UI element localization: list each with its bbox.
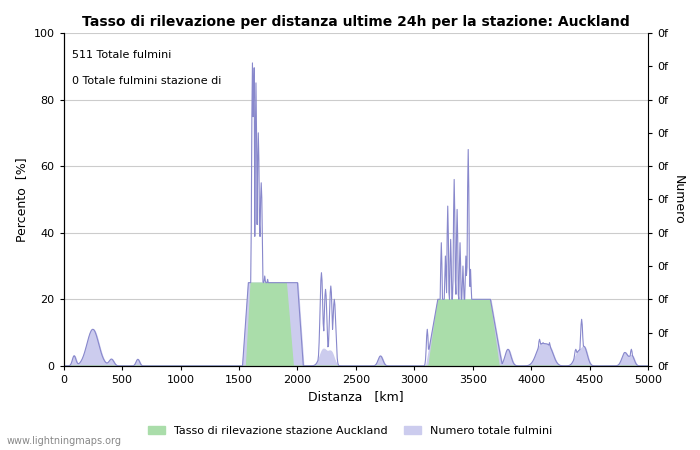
Text: 0 Totale fulmini stazione di: 0 Totale fulmini stazione di <box>72 76 222 86</box>
X-axis label: Distanza   [km]: Distanza [km] <box>308 391 404 404</box>
Text: 511 Totale fulmini: 511 Totale fulmini <box>72 50 172 59</box>
Text: www.lightningmaps.org: www.lightningmaps.org <box>7 436 122 446</box>
Legend: Tasso di rilevazione stazione Auckland, Numero totale fulmini: Tasso di rilevazione stazione Auckland, … <box>144 421 556 440</box>
Y-axis label: Numero: Numero <box>672 175 685 224</box>
Y-axis label: Percento  [%]: Percento [%] <box>15 157 28 242</box>
Title: Tasso di rilevazione per distanza ultime 24h per la stazione: Auckland: Tasso di rilevazione per distanza ultime… <box>82 15 630 29</box>
